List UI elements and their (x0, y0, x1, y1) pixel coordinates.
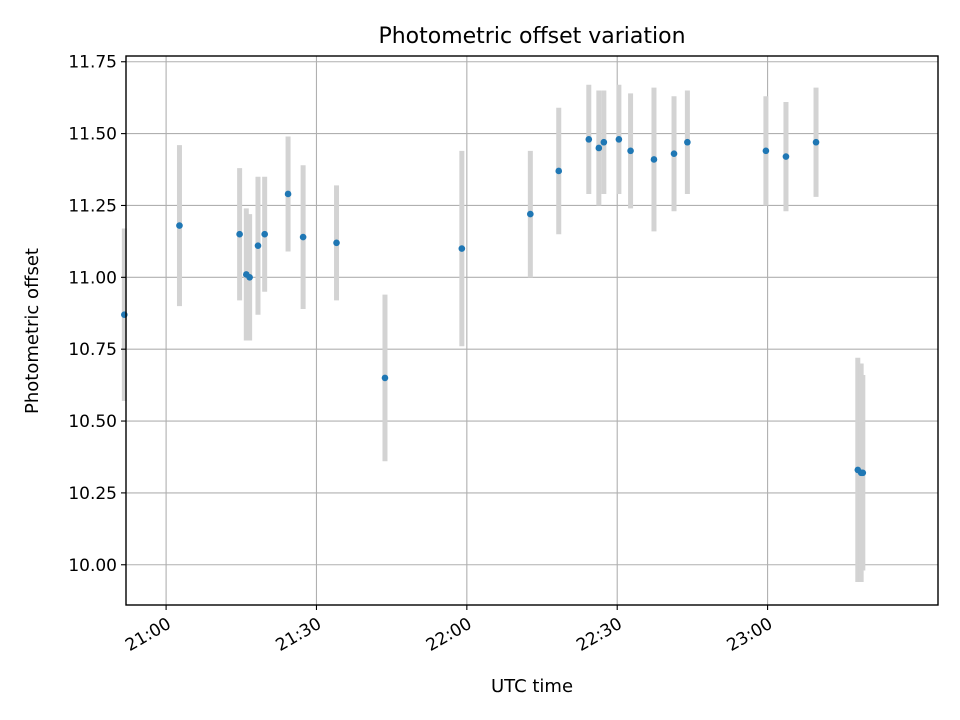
plot-frame (125, 55, 939, 606)
chart-title: Photometric offset variation (378, 24, 685, 49)
data-point (527, 210, 534, 218)
y-tick-label: 11.75 (68, 53, 117, 73)
data-point (782, 153, 790, 160)
data-point (684, 138, 691, 146)
data-point (585, 136, 593, 143)
data-point (284, 190, 292, 198)
point-layer (121, 136, 867, 477)
y-tick-label: 10.25 (68, 484, 117, 504)
y-tick-label: 11.25 (68, 196, 117, 216)
y-tick-label: 11.50 (68, 125, 117, 145)
data-point (458, 245, 466, 252)
data-point (627, 147, 634, 155)
errorbar-layer (121, 84, 866, 583)
y-tick-label: 10.50 (68, 412, 117, 432)
data-point (600, 138, 608, 146)
data-point (254, 242, 262, 250)
data-point (381, 374, 389, 382)
x-tick-label: 22:00 (423, 614, 475, 656)
x-tick-label: 23:00 (724, 614, 776, 656)
data-point (246, 274, 253, 281)
x-tick-label: 22:30 (573, 614, 625, 656)
data-point (261, 230, 268, 238)
data-point (555, 167, 563, 175)
y-tick-label: 11.00 (68, 268, 117, 288)
data-point (176, 222, 183, 229)
data-point (859, 469, 867, 477)
data-point (595, 144, 603, 152)
tick-layer: 10.00 10.25 10.50 10.75 11.00 11.25 11.50 11.75… (68, 53, 776, 656)
y-tick-label: 10.75 (68, 340, 117, 360)
x-axis-label: UTC time (491, 676, 573, 697)
data-point (236, 230, 243, 238)
y-tick-label: 10.00 (68, 556, 117, 576)
y-axis-label: Photometric offset (22, 248, 43, 414)
x-tick-label: 21:00 (122, 614, 174, 656)
data-point (333, 239, 340, 247)
data-point (812, 138, 820, 146)
x-tick-label: 21:30 (273, 614, 325, 656)
data-point (615, 136, 623, 143)
data-point (762, 147, 770, 155)
data-point (650, 156, 658, 163)
data-point (670, 150, 678, 158)
data-point (299, 233, 307, 241)
